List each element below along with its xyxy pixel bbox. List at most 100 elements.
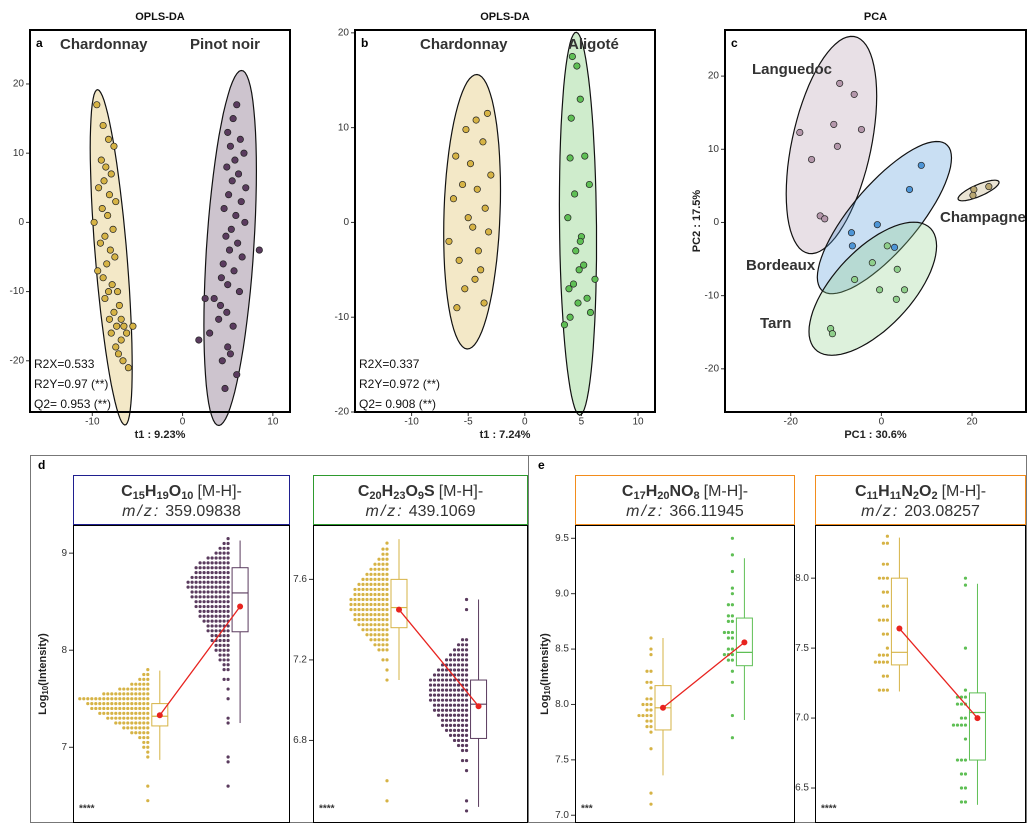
dot (146, 735, 150, 740)
dot (460, 638, 465, 642)
dot (959, 723, 964, 727)
dot (877, 576, 882, 580)
dot (377, 623, 381, 627)
dot (369, 587, 373, 592)
dot (202, 590, 206, 594)
dot (464, 733, 469, 738)
dot (118, 716, 122, 720)
dot (452, 718, 457, 722)
point (220, 204, 228, 213)
group-label: Aligoté (568, 36, 619, 53)
dot (456, 728, 461, 732)
dot (428, 678, 433, 682)
dot (381, 592, 385, 597)
dot (106, 716, 110, 720)
dot (885, 646, 890, 650)
point (481, 204, 489, 212)
dot (142, 745, 146, 749)
dot (381, 607, 385, 612)
dot (122, 702, 126, 706)
dot (877, 618, 882, 622)
dot (649, 686, 653, 690)
dot (106, 706, 110, 711)
dot (210, 595, 214, 599)
dot (218, 648, 222, 652)
dot (377, 572, 381, 576)
point (94, 267, 102, 275)
formula-part: 10 (181, 490, 193, 502)
dot (142, 721, 146, 725)
y-label-part: (Intensity) (37, 633, 49, 686)
point (917, 161, 925, 169)
y-tick-label: -20 (10, 355, 25, 366)
point (222, 232, 230, 240)
formula-part: 8 (694, 490, 700, 502)
dot (385, 633, 389, 637)
point (455, 256, 463, 264)
point (576, 95, 584, 103)
point (571, 190, 579, 198)
panel-label: e (538, 458, 545, 472)
dot (452, 683, 457, 687)
dot (369, 638, 373, 642)
point (223, 163, 231, 171)
dot (456, 693, 461, 697)
mz-value: 359.09838 (165, 503, 241, 520)
y-tick-label: 20 (13, 79, 25, 90)
dot (194, 590, 198, 594)
dot (218, 575, 222, 580)
dot (649, 697, 653, 701)
dot (464, 607, 469, 612)
dot (432, 688, 437, 692)
dot (130, 721, 134, 725)
dot (226, 624, 230, 628)
dot (436, 713, 441, 717)
dot (464, 743, 469, 748)
dot (722, 630, 727, 635)
point (873, 221, 881, 229)
formula: C20H23O9S [M-H]- (358, 483, 483, 502)
dot (464, 809, 469, 813)
point (95, 184, 103, 192)
dot (456, 643, 461, 647)
dot (428, 683, 433, 687)
dot (885, 688, 890, 692)
dot (130, 682, 134, 686)
dot (222, 600, 226, 604)
dot (440, 703, 445, 707)
point (566, 154, 574, 162)
mean-link (159, 606, 241, 716)
y-tick-label: -20 (335, 407, 350, 418)
dot (464, 769, 469, 773)
dot (730, 619, 735, 623)
dot (206, 556, 210, 560)
dot (381, 602, 385, 607)
dot (381, 628, 385, 632)
dot (373, 623, 377, 627)
plot-frame (724, 29, 1027, 413)
formula-part: H (145, 483, 157, 500)
dot (130, 697, 134, 701)
point (238, 253, 246, 261)
box (390, 578, 408, 629)
point (234, 239, 242, 247)
dot (357, 592, 361, 597)
plot-frame (354, 29, 656, 413)
point (583, 294, 591, 302)
dot (649, 730, 653, 734)
dot (373, 618, 377, 622)
chart-title: PCA (864, 11, 887, 23)
point (458, 180, 467, 189)
dot (452, 703, 457, 707)
dot (222, 590, 226, 594)
dot (361, 592, 365, 597)
dot (460, 663, 465, 667)
formula-part: 11 (867, 490, 879, 502)
dot (959, 716, 964, 720)
dot (377, 643, 381, 647)
dot (369, 602, 373, 607)
dot (222, 609, 226, 613)
dot (448, 663, 453, 667)
dot (361, 613, 365, 617)
